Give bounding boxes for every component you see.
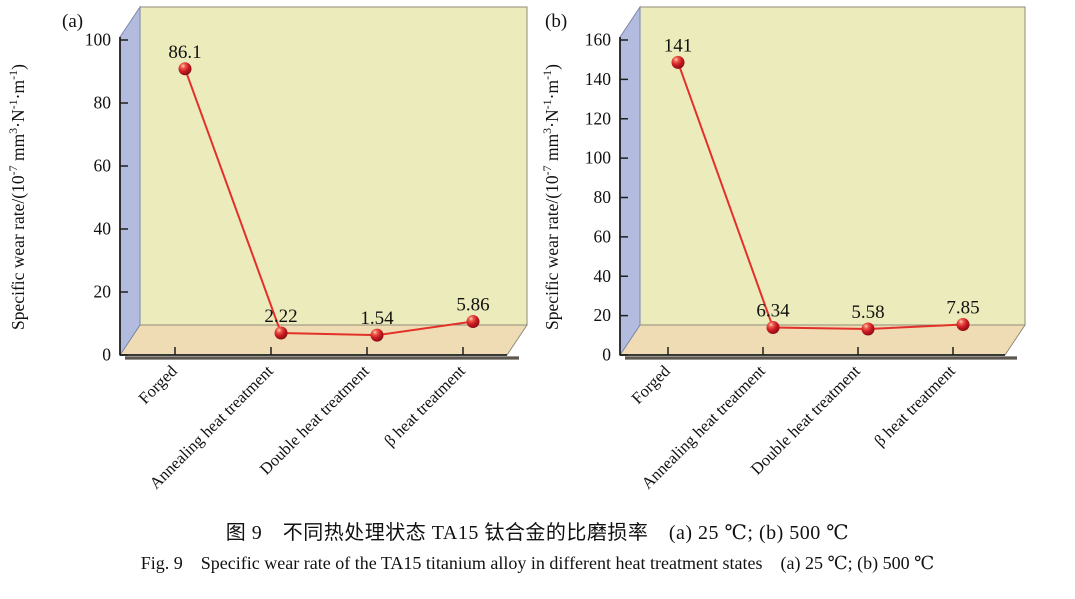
- y-tick-label: 100: [85, 30, 112, 50]
- data-point-marker: [274, 326, 288, 340]
- y-axis-title: Specific wear rate/(10-7 mm3·N-1·m-1): [540, 64, 562, 330]
- plot-back-wall: [639, 6, 1026, 326]
- y-tick-label: 160: [585, 30, 612, 50]
- data-point-marker: [370, 328, 384, 342]
- data-point-value: 86.1: [168, 42, 201, 63]
- data-point-value: 141: [664, 35, 693, 56]
- x-category-label: Forged: [135, 361, 182, 408]
- panel-label: (b): [545, 11, 567, 32]
- x-category-label: β heat treatment: [870, 361, 959, 450]
- y-tick-label: 20: [94, 282, 112, 302]
- y-tick-label: 40: [94, 219, 112, 239]
- plot-side-wall: [619, 5, 641, 357]
- figure-caption: 图 9 不同热处理状态 TA15 钛合金的比磨损率 (a) 25 ℃; (b) …: [0, 518, 1075, 578]
- y-tick-label: 140: [585, 69, 612, 89]
- caption-english: Fig. 9 Specific wear rate of the TA15 ti…: [140, 553, 935, 573]
- x-category-label: Forged: [628, 361, 675, 408]
- y-tick-label: 0: [602, 345, 611, 365]
- x-category-label: Double heat treatment: [256, 361, 373, 478]
- figure-canvas: 0 20 40 60 80 100 Forged Annealing heat treatme…: [6, 5, 1026, 493]
- data-point-marker: [178, 62, 192, 76]
- y-tick-label: 80: [594, 187, 612, 207]
- data-point-marker: [956, 318, 970, 332]
- data-point-value: 1.54: [360, 308, 394, 329]
- data-line: [184, 68, 474, 337]
- data-point-value: 5.86: [456, 295, 489, 316]
- data-point-value: 2.22: [264, 306, 297, 327]
- panel-label: (a): [62, 11, 83, 32]
- data-point-value: 6.34: [756, 301, 790, 322]
- plot-floor: [119, 324, 528, 356]
- y-tick-label: 40: [594, 266, 612, 286]
- plot-side-wall: [119, 5, 141, 357]
- data-point-marker: [671, 55, 685, 69]
- y-axis-title: Specific wear rate/(10-7 mm3·N-1·m-1): [6, 64, 28, 330]
- data-line: [677, 62, 964, 331]
- data-point-value: 7.85: [946, 298, 979, 319]
- y-tick-label: 20: [594, 305, 612, 325]
- y-tick-label: 60: [594, 226, 612, 246]
- data-point-marker: [466, 315, 480, 329]
- y-tick-label: 0: [102, 345, 111, 365]
- y-tick-label: 80: [94, 93, 112, 113]
- plot-back-wall: [139, 6, 528, 326]
- y-tick-label: 100: [585, 148, 612, 168]
- x-category-label: β heat treatment: [380, 361, 469, 450]
- y-tick-label: 120: [585, 108, 612, 128]
- data-point-marker: [766, 321, 780, 335]
- data-point-marker: [861, 322, 875, 336]
- caption-chinese: 图 9 不同热处理状态 TA15 钛合金的比磨损率 (a) 25 ℃; (b) …: [225, 522, 850, 544]
- data-point-value: 5.58: [851, 302, 884, 323]
- y-tick-label: 60: [94, 156, 112, 176]
